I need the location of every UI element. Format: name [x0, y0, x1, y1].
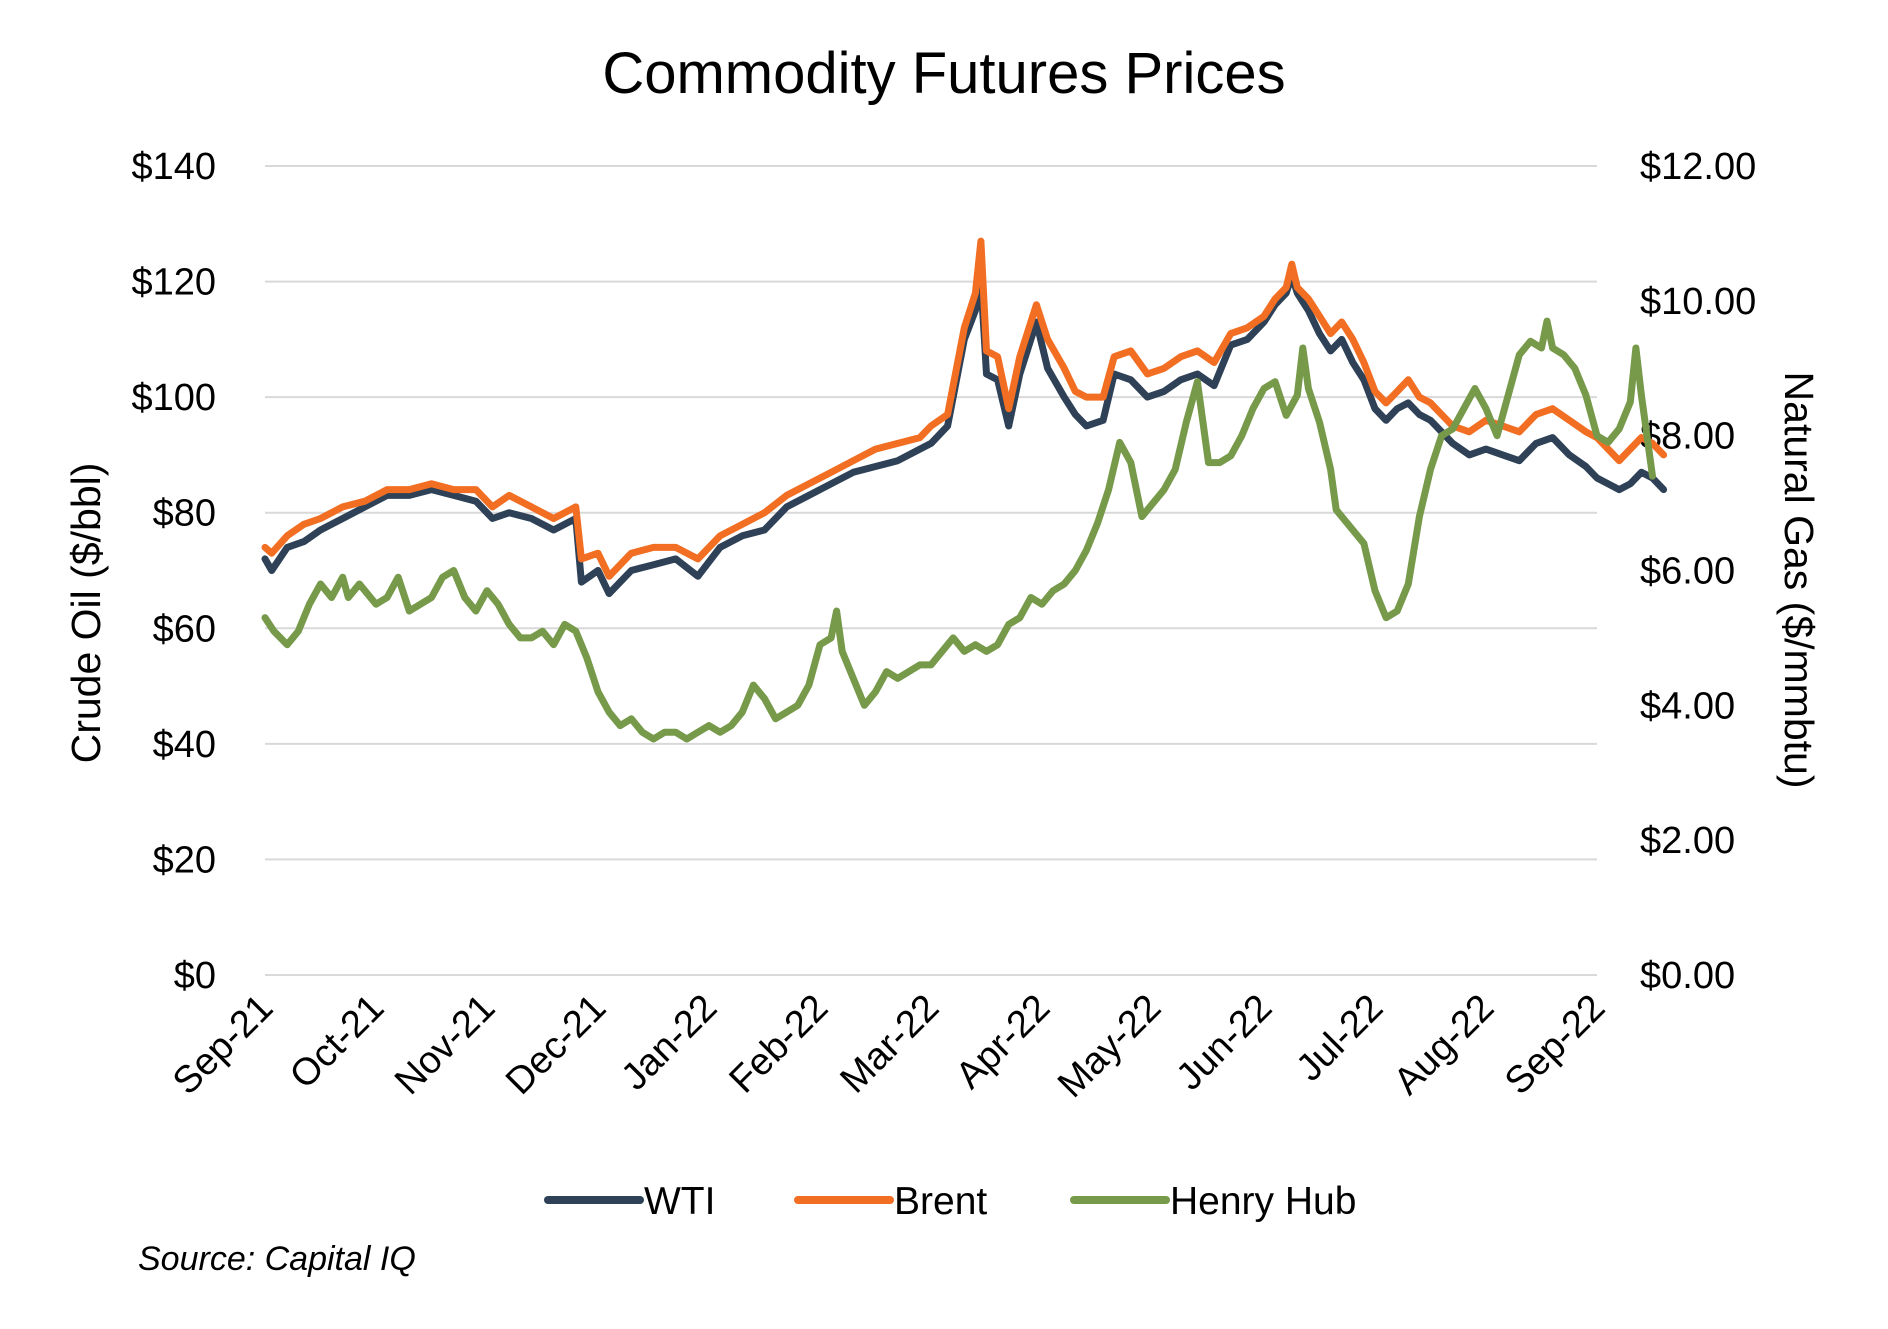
left-tick-label: $120 [131, 262, 216, 304]
left-axis-ticks: $0 $20 $40 $60 $80 $100 $120 $140 [131, 146, 216, 997]
x-tick-label: Sep-22 [1497, 987, 1613, 1103]
x-tick-label: Feb-22 [722, 987, 837, 1102]
right-tick-label: $8.00 [1640, 416, 1735, 458]
x-tick-label: Jun-22 [1168, 987, 1280, 1099]
right-tick-label: $10.00 [1640, 281, 1756, 323]
right-axis-ticks: $0.00 $2.00 $4.00 $6.00 $8.00 $10.00 $12.00 [1640, 146, 1756, 997]
left-tick-label: $140 [131, 146, 216, 188]
x-tick-label: Dec-21 [498, 987, 614, 1103]
series-lines [261, 237, 1668, 743]
x-tick-label: May-22 [1050, 987, 1169, 1106]
x-tick-label: Oct-21 [282, 987, 392, 1097]
right-tick-label: $0.00 [1640, 955, 1735, 997]
grid-lines [265, 165, 1597, 976]
x-tick-label: Jan-22 [613, 987, 725, 1099]
left-tick-label: $0 [174, 955, 216, 997]
right-tick-label: $12.00 [1640, 146, 1756, 188]
legend-label-henry-hub: Henry Hub [1170, 1180, 1356, 1223]
right-tick-label: $4.00 [1640, 685, 1735, 727]
x-tick-label: Nov-21 [387, 987, 503, 1103]
x-tick-label: Jul-22 [1288, 987, 1391, 1090]
left-axis-title: Crude Oil ($/bbl) [63, 463, 109, 764]
x-tick-label: Apr-22 [948, 987, 1058, 1097]
legend-label-wti: WTI [644, 1180, 715, 1223]
chart-title: Commodity Futures Prices [602, 41, 1285, 106]
legend: WTI Brent Henry Hub [544, 1180, 1356, 1223]
left-tick-label: $20 [153, 839, 216, 881]
series-line-wti [261, 272, 1668, 598]
x-tick-label: Sep-21 [165, 987, 281, 1103]
x-tick-label: Mar-22 [833, 987, 948, 1102]
series-line-brent [261, 237, 1668, 580]
left-tick-label: $80 [153, 493, 216, 535]
right-axis-title: Natural Gas ($/mmbtu) [1776, 372, 1822, 789]
legend-label-brent: Brent [894, 1180, 987, 1223]
right-tick-label: $2.00 [1640, 820, 1735, 862]
right-tick-label: $6.00 [1640, 551, 1735, 593]
left-tick-label: $100 [131, 377, 216, 419]
left-tick-label: $60 [153, 608, 216, 650]
series-line-henry-hub [261, 317, 1656, 743]
x-tick-label: Aug-22 [1386, 987, 1502, 1103]
source-note: Source: Capital IQ [138, 1240, 416, 1278]
left-tick-label: $40 [153, 724, 216, 766]
